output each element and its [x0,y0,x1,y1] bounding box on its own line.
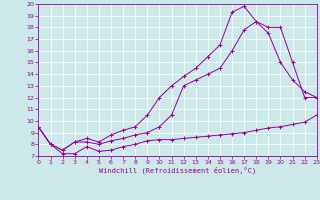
X-axis label: Windchill (Refroidissement éolien,°C): Windchill (Refroidissement éolien,°C) [99,167,256,174]
